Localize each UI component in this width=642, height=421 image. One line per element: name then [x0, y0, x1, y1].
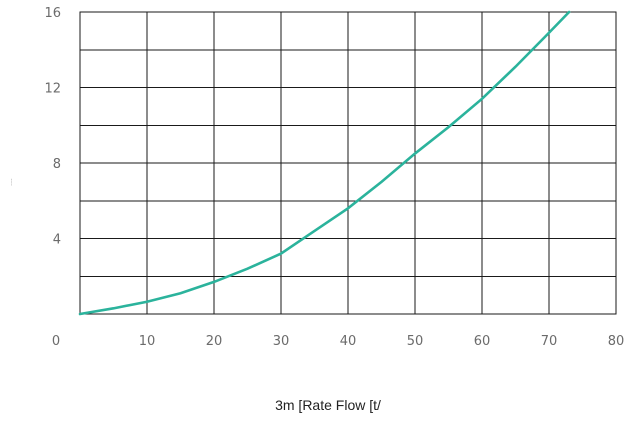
x-tick-label: 50	[407, 334, 424, 349]
plot-frame	[79, 11, 617, 315]
y-axis-ticks: 4 8 12 16	[44, 6, 61, 248]
y-axis-label: ....	[7, 178, 14, 186]
grid	[80, 12, 616, 314]
x-tick-label: 30	[273, 334, 290, 349]
x-tick-label: 10	[139, 334, 156, 349]
x-tick-label: 80	[608, 334, 625, 349]
x-tick-label: 0	[52, 334, 60, 349]
x-axis-ticks: 0 10 20 30 40 50 60 70 80	[52, 334, 624, 349]
x-tick-label: 20	[206, 334, 223, 349]
y-tick-label: 12	[44, 82, 61, 97]
x-tick-label: 60	[474, 334, 491, 349]
y-tick-label: 16	[44, 6, 61, 21]
x-tick-label: 40	[340, 334, 357, 349]
series-line	[78, 10, 571, 316]
y-tick-label: 8	[53, 157, 61, 172]
y-tick-label: 4	[53, 233, 61, 248]
x-axis-label: 3m [Rate Flow [t/	[275, 397, 381, 413]
x-tick-label: 70	[541, 334, 558, 349]
